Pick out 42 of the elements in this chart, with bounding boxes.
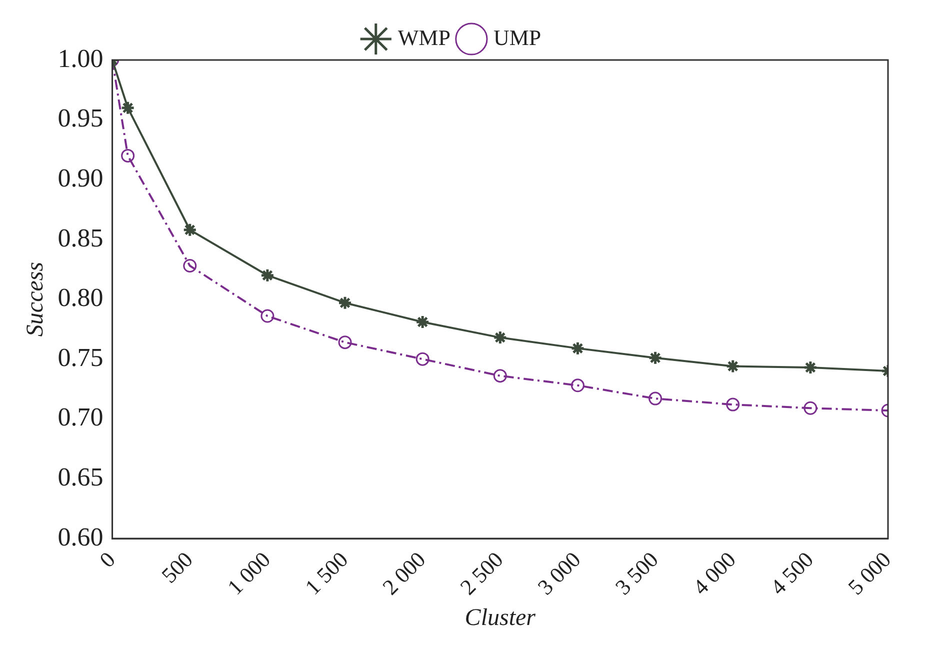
legend-label: UMP [493,24,542,50]
y-axis-title: Success [22,262,49,337]
x-tick-label: 1 000 [222,546,276,600]
point [416,352,430,366]
point [570,341,585,356]
point [570,378,584,392]
x-axis-title: Cluster [464,604,536,631]
point [121,148,135,162]
point [120,100,136,116]
point [338,296,352,310]
point [648,350,663,366]
x-tick-label: 3 500 [610,546,663,600]
x-tick-label: 3 000 [532,546,586,600]
x-tick-label: 2 500 [455,546,508,600]
y-tick-label: 1.00 [58,44,104,73]
point [804,401,818,415]
point [415,314,430,330]
point [726,398,740,412]
point [338,336,352,350]
x-tick-label: 4 500 [765,546,818,600]
x-tick-label: 2 000 [378,546,430,600]
y-tick-label: 0.85 [58,223,104,252]
y-tick-label: 0.90 [58,163,104,192]
x-tick-label: 1 500 [300,546,353,600]
point [182,222,198,238]
point [803,360,818,375]
y-tick-label: 0.80 [58,283,104,312]
point [648,392,662,406]
x-tick-label: 4 000 [688,546,740,600]
point [493,369,507,383]
legend-label: WMP [398,24,450,50]
y-tick-label: 0.75 [58,342,104,372]
point [492,330,508,345]
point [260,268,275,283]
x-tick-label: 5 000 [842,546,896,600]
point [726,359,740,374]
y-tick-label: 0.65 [58,462,104,492]
y-tick-label: 0.95 [58,104,104,133]
x-tick-label: 500 [156,546,198,588]
point [183,259,197,273]
point [260,309,274,323]
y-tick-label: 0.70 [58,402,104,432]
